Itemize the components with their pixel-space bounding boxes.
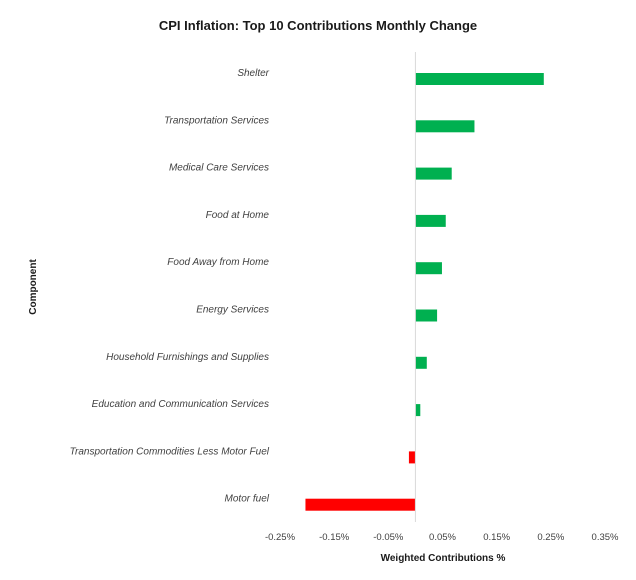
x-tick-label: -0.25% <box>265 532 296 543</box>
bar <box>415 167 452 180</box>
chart-title: CPI Inflation: Top 10 Contributions Mont… <box>159 18 477 33</box>
category-label: Food at Home <box>206 210 270 221</box>
category-label: Food Away from Home <box>167 257 269 268</box>
category-label: Transportation Services <box>164 115 269 126</box>
category-label: Transportation Commodities Less Motor Fu… <box>70 446 270 457</box>
category-labels: Shelter Transportation Services Medical Ca… <box>70 68 270 505</box>
bar <box>415 309 438 322</box>
bar <box>415 356 427 369</box>
x-tick-label: -0.15% <box>319 532 350 543</box>
bar <box>408 451 416 464</box>
x-tick-label: 0.05% <box>429 532 456 543</box>
category-label: Medical Care Services <box>169 163 269 174</box>
x-tick-label: 0.15% <box>483 532 510 543</box>
category-label: Energy Services <box>196 305 269 316</box>
bars <box>305 73 544 511</box>
category-label: Shelter <box>237 68 269 79</box>
x-tick-labels: -0.25% -0.15% -0.05% 0.05% 0.15% 0.25% 0.35% <box>265 532 619 543</box>
bar <box>415 262 442 275</box>
x-tick-label: 0.25% <box>537 532 564 543</box>
category-label: Motor fuel <box>225 494 270 505</box>
x-axis-title: Weighted Contributions % <box>381 553 506 564</box>
bar <box>415 120 475 133</box>
category-label: Education and Communication Services <box>92 399 269 410</box>
bar <box>305 498 416 511</box>
y-axis-title: Component <box>28 259 39 315</box>
category-label: Household Furnishings and Supplies <box>106 352 269 363</box>
bar <box>415 214 446 227</box>
x-tick-label: 0.35% <box>592 532 619 543</box>
bar <box>415 404 421 417</box>
x-tick-label: -0.05% <box>373 532 404 543</box>
bar <box>415 73 544 85</box>
